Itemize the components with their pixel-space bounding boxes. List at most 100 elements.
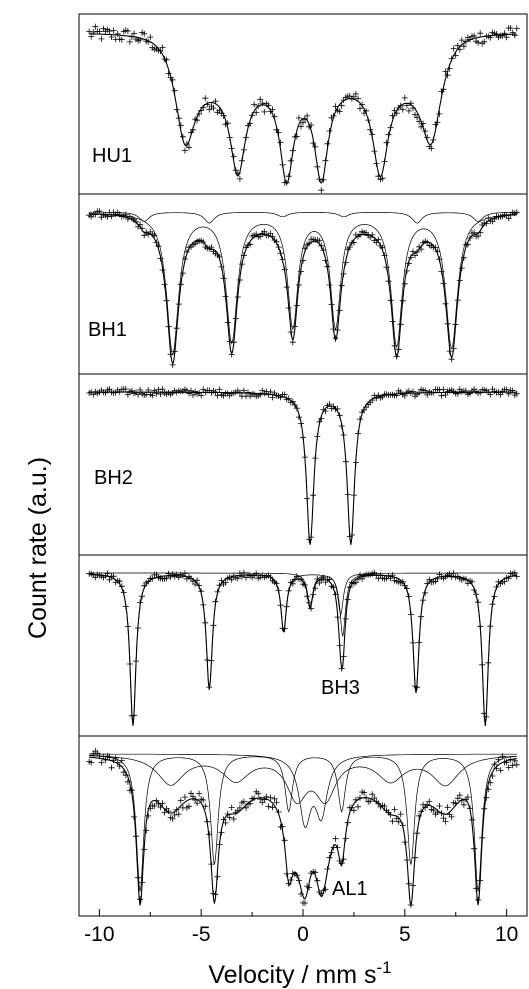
panel-frame — [78, 373, 528, 556]
data-point — [418, 808, 425, 815]
fit-curve — [89, 33, 517, 185]
data-point — [183, 141, 190, 147]
data-point — [513, 25, 520, 32]
data-point — [334, 405, 341, 412]
data-point — [475, 896, 482, 903]
data-point — [155, 801, 162, 807]
data-point — [456, 277, 463, 284]
data-point — [145, 387, 152, 393]
data-point — [418, 613, 425, 620]
data-point — [157, 48, 164, 55]
data-point — [355, 803, 361, 810]
data-point — [312, 455, 319, 462]
data-point — [399, 578, 406, 585]
data-point — [316, 418, 323, 425]
data-point — [106, 576, 113, 583]
data-point — [475, 39, 482, 46]
data-point — [228, 804, 235, 811]
data-point — [450, 570, 457, 577]
data-point — [385, 278, 392, 285]
data-point — [137, 36, 144, 43]
data-point — [322, 257, 329, 264]
data-point — [161, 809, 168, 816]
data-point — [330, 112, 337, 119]
data-point — [171, 348, 178, 355]
data-point — [342, 615, 349, 622]
data-point — [192, 797, 199, 803]
data-point — [114, 759, 121, 766]
data-point — [243, 804, 249, 811]
data-point — [212, 891, 219, 898]
data-point — [393, 815, 400, 822]
data-point — [428, 145, 435, 152]
data-point — [200, 104, 207, 111]
data-point — [324, 140, 331, 147]
data-point — [133, 218, 139, 225]
data-point — [214, 588, 221, 595]
data-point — [224, 319, 231, 326]
data-point — [481, 710, 488, 717]
data-point — [357, 416, 363, 423]
data-point — [479, 834, 486, 841]
data-point — [285, 880, 292, 887]
data-point — [212, 98, 219, 105]
data-point — [275, 129, 282, 136]
data-point — [153, 239, 160, 246]
data-point — [389, 318, 396, 325]
data-point — [155, 243, 162, 250]
data-point — [122, 772, 129, 779]
data-point — [287, 877, 294, 883]
data-point — [124, 391, 131, 398]
data-point — [304, 593, 311, 600]
data-point — [128, 33, 135, 40]
data-point — [389, 572, 396, 579]
data-point — [458, 265, 465, 272]
data-point — [397, 102, 404, 109]
component-curve-1 — [89, 573, 517, 726]
data-point — [391, 342, 398, 349]
data-point — [481, 38, 488, 45]
data-point — [454, 390, 461, 397]
data-point — [220, 112, 227, 119]
data-point — [436, 256, 443, 263]
data-point — [137, 386, 144, 393]
data-point — [220, 275, 227, 282]
data-point — [216, 253, 223, 260]
data-point — [369, 397, 376, 404]
data-point — [306, 240, 313, 247]
panel-label-hu1: HU1 — [92, 145, 132, 167]
data-point — [509, 387, 516, 394]
data-point — [293, 302, 300, 309]
data-point — [462, 38, 469, 45]
data-point — [340, 856, 347, 863]
data-point — [167, 351, 174, 358]
data-point — [145, 38, 152, 45]
data-point — [432, 244, 439, 251]
data-point — [106, 28, 113, 35]
data-point — [471, 229, 478, 236]
data-point — [446, 65, 453, 72]
data-point — [275, 587, 282, 594]
data-point — [401, 839, 408, 846]
data-point — [473, 885, 480, 892]
data-point — [399, 106, 406, 113]
data-point — [287, 157, 294, 164]
data-point — [475, 599, 482, 606]
data-point — [120, 589, 127, 596]
data-point — [477, 389, 484, 396]
data-point — [236, 175, 243, 182]
data-point — [420, 120, 427, 127]
data-point — [458, 37, 465, 44]
data-point — [501, 578, 508, 585]
data-point — [247, 241, 254, 248]
data-point — [304, 112, 311, 119]
data-point — [230, 339, 237, 346]
data-point — [367, 126, 374, 133]
x-tick-label: -10 — [84, 923, 114, 946]
data-point — [277, 250, 284, 257]
data-point — [269, 394, 276, 401]
data-point — [157, 391, 164, 398]
data-point — [454, 42, 461, 49]
data-point — [247, 800, 254, 807]
data-point — [283, 179, 290, 186]
